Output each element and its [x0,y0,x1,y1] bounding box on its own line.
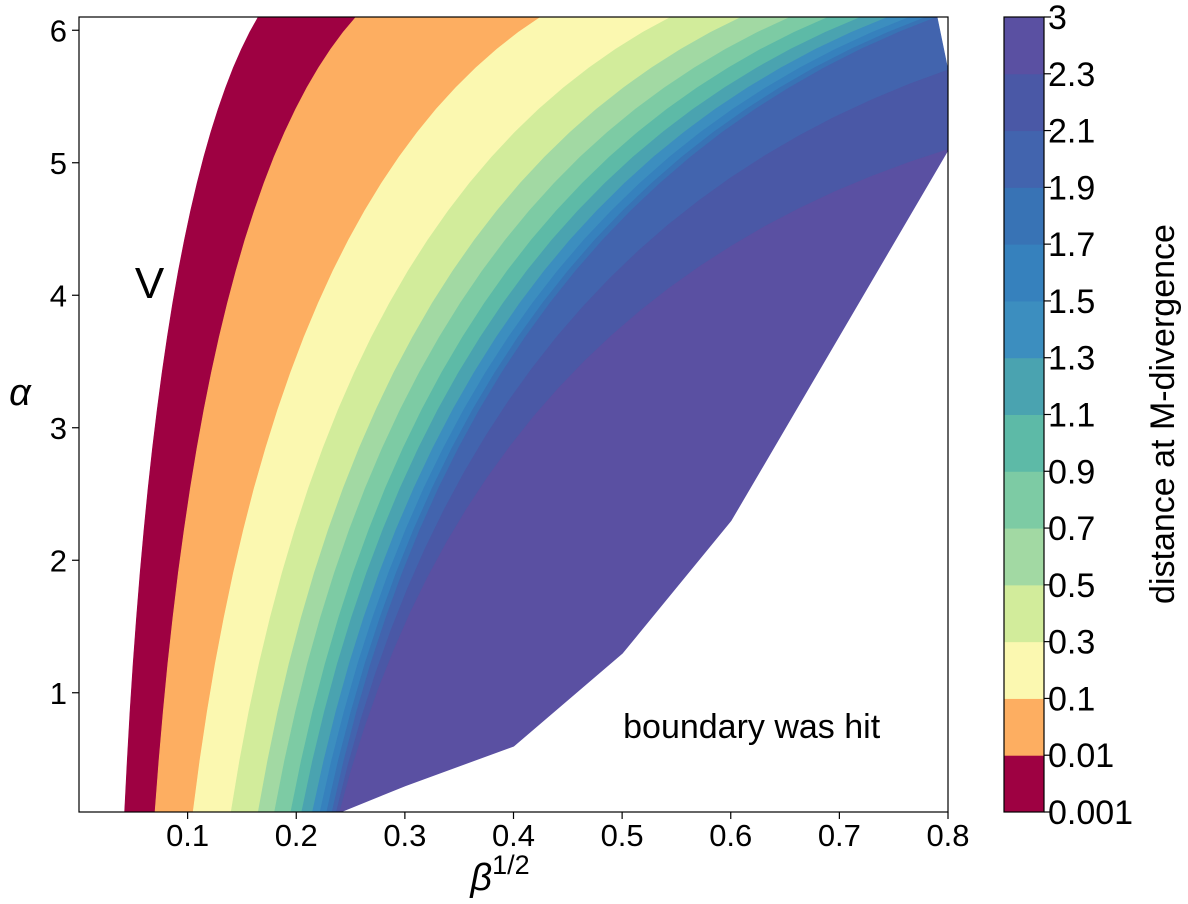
colorbar-segment [1004,300,1044,359]
x-tick-label: 0.7 [818,818,861,853]
y-axis-label: α [9,372,32,414]
colorbar-segment [1004,130,1044,188]
colorbar-segment [1004,698,1044,756]
colorbar-segment [1004,584,1044,643]
colorbar-segment [1004,471,1044,529]
colorbar-segment [1004,414,1044,472]
colorbar [1003,16,1045,813]
colorbar-tick-label: 1.3 [1048,340,1095,378]
y-tick-label: 2 [50,543,67,578]
colorbar-tick-label: 0.3 [1048,624,1095,662]
y-tick-label: 4 [50,278,67,313]
y-tick-label: 1 [50,676,67,711]
colorbar-segment [1004,17,1044,75]
colorbar-tick-label: 2.3 [1048,56,1095,94]
colorbar-tick-label: 0.7 [1048,510,1095,548]
colorbar-tick-label: 3 [1048,0,1067,37]
colorbar-tick-label: 0.001 [1048,794,1133,832]
x-tick-label: 0.8 [926,818,969,853]
x-tick-label: 0.6 [709,818,752,853]
colorbar-segment [1004,528,1044,586]
x-tick-label: 0.1 [166,818,209,853]
colorbar-label: distance at M-divergence [1144,224,1182,604]
annotation-boundary: boundary was hit [623,708,881,746]
colorbar-segment [1004,73,1044,132]
y-tick-label: 3 [50,411,67,446]
x-axis-label: β1/2 [469,850,529,899]
colorbar-segment [1004,357,1044,415]
colorbar-tick-label: 2.1 [1048,113,1095,151]
colorbar-tick-label: 0.1 [1048,680,1095,718]
x-axis: 0.1 0.2 0.3 0.4 0.5 0.6 0.7 0.8 [166,812,970,853]
colorbar-segment [1004,187,1044,245]
x-tick-label: 0.5 [601,818,644,853]
colorbar-tick-label: 0.9 [1048,453,1095,491]
colorbar-tick-label: 1.7 [1048,226,1095,264]
colorbar-tick-label: 0.01 [1048,737,1114,775]
colorbar-tick-label: 1.9 [1048,169,1095,207]
y-axis: 1 2 3 4 5 6 [50,13,79,711]
x-axis-label-base: β [469,857,492,899]
colorbar-tick-label: 1.1 [1048,397,1095,435]
outer-boundary-line [339,149,948,812]
y-tick-label: 5 [50,146,67,181]
x-tick-label: 0.4 [492,818,535,853]
colorbar-segment [1004,755,1044,813]
x-tick-label: 0.2 [275,818,318,853]
colorbar-ticks: 0.001 0.01 0.1 0.3 0.5 0.7 0.9 1.1 1.3 1.5 1.7 1.9 2… [1044,0,1133,832]
y-tick-label: 6 [50,13,67,48]
contour-regions [124,17,948,812]
annotation-v: V [135,259,165,308]
colorbar-tick-label: 1.5 [1048,283,1095,321]
colorbar-segment [1004,641,1044,699]
x-tick-label: 0.3 [383,818,426,853]
colorbar-segment [1004,244,1044,302]
colorbar-tick-label: 0.5 [1048,567,1095,605]
x-axis-label-superscript: 1/2 [492,850,530,880]
